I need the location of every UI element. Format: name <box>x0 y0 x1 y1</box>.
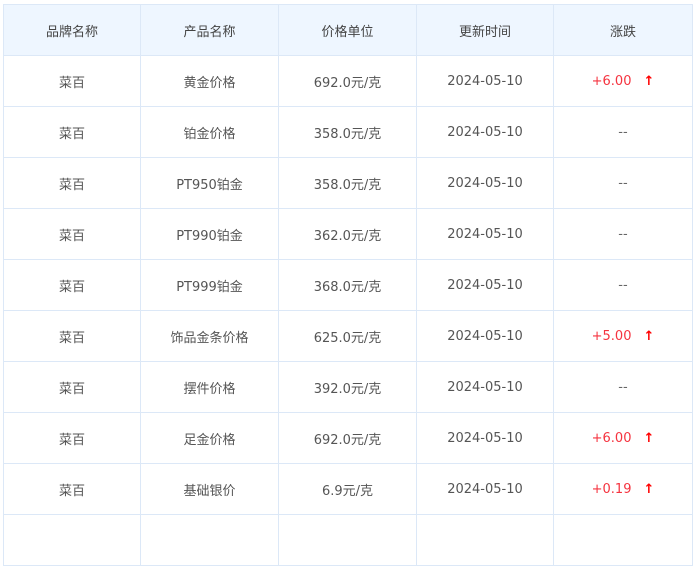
arrow-up-icon: ↑ <box>643 328 655 344</box>
product-cell: 足金价格 <box>140 412 279 464</box>
table-row: 菜百 饰品金条价格 625.0元/克 2024-05-10 +5.00 ↑ <box>3 310 693 362</box>
price-cell: 692.0元/克 <box>278 55 417 107</box>
brand-cell: 菜百 <box>3 259 141 311</box>
change-cell: -- <box>553 106 693 158</box>
price-cell: 692.0元/克 <box>278 412 417 464</box>
brand-cell: 菜百 <box>3 412 141 464</box>
product-cell: 基础银价 <box>140 463 279 515</box>
date-cell: 2024-05-10 <box>416 208 554 260</box>
change-cell: -- <box>553 157 693 209</box>
table-row: 菜百 基础银价 6.9元/克 2024-05-10 +0.19 ↑ <box>3 463 693 515</box>
date-cell: 2024-05-10 <box>416 259 554 311</box>
change-value: -- <box>618 277 628 293</box>
change-value: -- <box>618 175 628 191</box>
date-cell: 2024-05-10 <box>416 361 554 413</box>
change-value: +6.00 <box>591 73 632 89</box>
product-cell: PT999铂金 <box>140 259 279 311</box>
empty-cell <box>416 514 554 566</box>
table-row: 菜百 黄金价格 692.0元/克 2024-05-10 +6.00 ↑ <box>3 55 693 107</box>
change-cell: +6.00 ↑ <box>553 55 693 107</box>
header-change: 涨跌 <box>553 4 693 56</box>
table-row <box>3 514 693 566</box>
date-cell: 2024-05-10 <box>416 106 554 158</box>
table-row: 菜百 PT999铂金 368.0元/克 2024-05-10 -- <box>3 259 693 311</box>
change-value: -- <box>618 379 628 395</box>
header-date: 更新时间 <box>416 4 554 56</box>
brand-cell: 菜百 <box>3 361 141 413</box>
table-row: 菜百 摆件价格 392.0元/克 2024-05-10 -- <box>3 361 693 413</box>
change-value: -- <box>618 226 628 242</box>
arrow-up-icon: ↑ <box>643 73 655 89</box>
table-header-row: 品牌名称 产品名称 价格单位 更新时间 涨跌 <box>3 4 693 56</box>
header-price: 价格单位 <box>278 4 417 56</box>
price-cell: 392.0元/克 <box>278 361 417 413</box>
brand-cell: 菜百 <box>3 463 141 515</box>
brand-cell: 菜百 <box>3 310 141 362</box>
product-cell: 黄金价格 <box>140 55 279 107</box>
brand-cell: 菜百 <box>3 208 141 260</box>
price-cell: 358.0元/克 <box>278 106 417 158</box>
change-value: +6.00 <box>591 430 632 446</box>
date-cell: 2024-05-10 <box>416 157 554 209</box>
change-cell: +0.19 ↑ <box>553 463 693 515</box>
arrow-up-icon: ↑ <box>643 430 655 446</box>
change-cell: +5.00 ↑ <box>553 310 693 362</box>
product-cell: PT950铂金 <box>140 157 279 209</box>
gold-price-table: 品牌名称 产品名称 价格单位 更新时间 涨跌 菜百 黄金价格 692.0元/克 202… <box>3 4 693 566</box>
date-cell: 2024-05-10 <box>416 412 554 464</box>
brand-cell: 菜百 <box>3 106 141 158</box>
change-cell: -- <box>553 208 693 260</box>
brand-cell: 菜百 <box>3 157 141 209</box>
brand-cell: 菜百 <box>3 55 141 107</box>
table-row: 菜百 PT990铂金 362.0元/克 2024-05-10 -- <box>3 208 693 260</box>
header-brand: 品牌名称 <box>3 4 141 56</box>
header-product: 产品名称 <box>140 4 279 56</box>
change-cell: -- <box>553 259 693 311</box>
empty-cell <box>278 514 417 566</box>
arrow-up-icon: ↑ <box>643 481 655 497</box>
product-cell: PT990铂金 <box>140 208 279 260</box>
date-cell: 2024-05-10 <box>416 55 554 107</box>
product-cell: 饰品金条价格 <box>140 310 279 362</box>
empty-cell <box>3 514 141 566</box>
empty-cell <box>140 514 279 566</box>
date-cell: 2024-05-10 <box>416 463 554 515</box>
table-row: 菜百 足金价格 692.0元/克 2024-05-10 +6.00 ↑ <box>3 412 693 464</box>
price-cell: 6.9元/克 <box>278 463 417 515</box>
price-cell: 625.0元/克 <box>278 310 417 362</box>
empty-cell <box>553 514 693 566</box>
table-row: 菜百 PT950铂金 358.0元/克 2024-05-10 -- <box>3 157 693 209</box>
change-value: +5.00 <box>591 328 632 344</box>
date-cell: 2024-05-10 <box>416 310 554 362</box>
price-cell: 362.0元/克 <box>278 208 417 260</box>
price-cell: 368.0元/克 <box>278 259 417 311</box>
product-cell: 摆件价格 <box>140 361 279 413</box>
table-row: 菜百 铂金价格 358.0元/克 2024-05-10 -- <box>3 106 693 158</box>
change-value: +0.19 <box>591 481 632 497</box>
change-cell: +6.00 ↑ <box>553 412 693 464</box>
change-value: -- <box>618 124 628 140</box>
change-cell: -- <box>553 361 693 413</box>
product-cell: 铂金价格 <box>140 106 279 158</box>
price-cell: 358.0元/克 <box>278 157 417 209</box>
